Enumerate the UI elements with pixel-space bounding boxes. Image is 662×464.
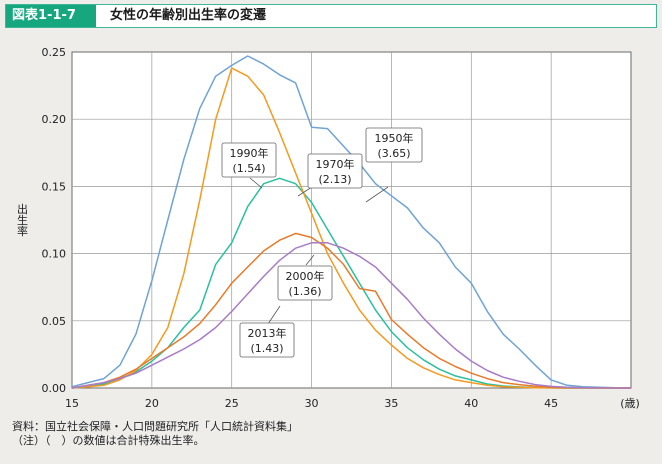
callout-2013-year: 2013年 xyxy=(248,326,287,340)
figure-title: 女性の年齢別出生率の変遷 xyxy=(110,8,267,23)
x-tick-label: 25 xyxy=(225,397,239,410)
callout-2000: 2000年 (1.36) xyxy=(277,254,333,301)
callout-1970-year: 1970年 xyxy=(316,157,355,171)
callout-2000-year: 2000年 xyxy=(286,269,325,283)
x-tick-label: 20 xyxy=(145,397,159,410)
source-note: 資料：国立社会保障・人口問題研究所「人口統計資料集」 xyxy=(12,420,298,433)
callout-1950-tfr: (3.65) xyxy=(377,147,410,160)
callout-1990-year: 1990年 xyxy=(230,146,269,160)
y-tick-label: 0.10 xyxy=(42,248,67,261)
series-line-1990年 xyxy=(71,67,631,389)
series-line-2013年 xyxy=(71,242,631,389)
callout-1990-tfr: (1.54) xyxy=(232,162,265,175)
x-tick-label: 45 xyxy=(544,397,558,410)
tick-labels: 15 20 25 30 35 40 45 0.00 0.05 0.10 0.15 0.20 0.25 xyxy=(42,46,559,410)
callout-2013-tfr: (1.43) xyxy=(250,342,283,355)
series-line-2000年 xyxy=(71,232,631,389)
x-axis-unit-label: (歳) xyxy=(620,397,640,410)
x-tick-label: 30 xyxy=(305,397,319,410)
footnote: （注）（ ）の数値は合計特殊出生率。 xyxy=(12,434,205,447)
callout-1950: 1950年 (3.65) xyxy=(365,127,423,203)
y-tick-label: 0.05 xyxy=(42,315,67,328)
figure-number-badge: 図表1-1-7 xyxy=(6,5,96,27)
birth-rate-chart: 15 20 25 30 35 40 45 0.00 0.05 0.10 0.15 0.20 0.25 出… xyxy=(16,46,640,410)
callout-2000-tfr: (1.36) xyxy=(288,285,321,298)
x-tick-label: 15 xyxy=(65,397,79,410)
callout-2013: 2013年 (1.43) xyxy=(239,305,295,358)
figure-notes: 資料：国立社会保障・人口問題研究所「人口統計資料集」 （注）（ ）の数値は合計特… xyxy=(12,420,298,448)
plot-area xyxy=(71,51,632,389)
y-tick-label: 0.00 xyxy=(42,382,67,395)
callout-1970-tfr: (2.13) xyxy=(318,173,351,186)
x-tick-label: 35 xyxy=(384,397,398,410)
x-tick-label: 40 xyxy=(464,397,478,410)
y-tick-label: 0.25 xyxy=(42,46,67,59)
series-lines xyxy=(71,55,632,389)
y-tick-label: 0.20 xyxy=(42,113,67,126)
y-tick-label: 0.15 xyxy=(42,180,67,193)
y-axis-label: 出生率 xyxy=(16,202,29,237)
callout-1970: 1970年 (2.13) xyxy=(297,153,363,197)
callout-1950-year: 1950年 xyxy=(375,131,414,145)
callout-1990: 1990年 (1.54) xyxy=(221,142,277,189)
figure-header: 図表1-1-7 女性の年齢別出生率の変遷 xyxy=(5,4,657,28)
